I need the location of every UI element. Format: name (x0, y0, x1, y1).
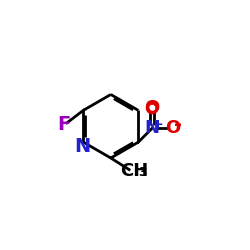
Text: -: - (174, 115, 182, 134)
Text: N: N (74, 137, 90, 156)
Text: O: O (144, 99, 160, 117)
Text: +: + (152, 118, 163, 130)
Text: 3: 3 (138, 166, 146, 178)
Text: CH: CH (120, 162, 148, 180)
Text: F: F (57, 115, 70, 134)
Text: N: N (145, 119, 160, 137)
Text: O: O (165, 119, 180, 137)
